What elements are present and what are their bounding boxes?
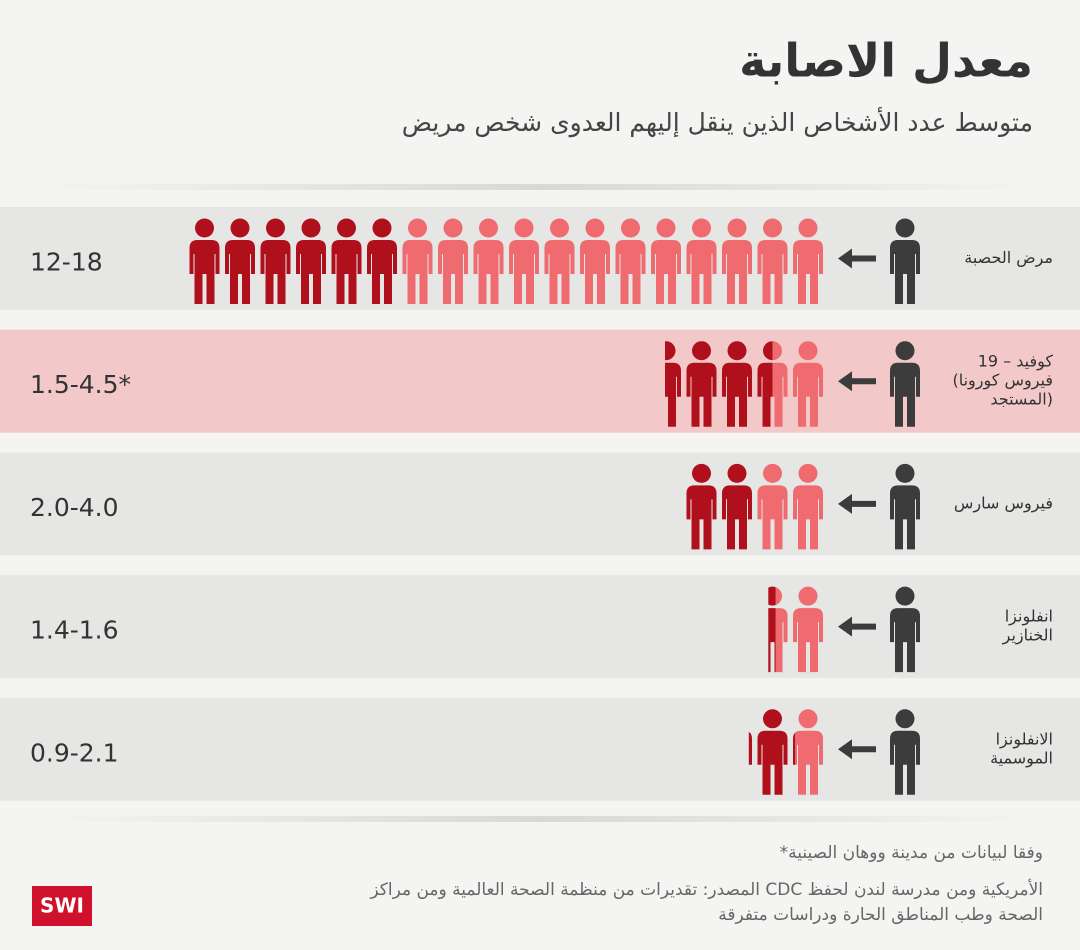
infected-low [775,587,788,673]
source-person [890,218,920,304]
infected-high [686,463,717,550]
row-label: الخنازير [1002,626,1053,646]
infected-high [686,341,717,427]
infected-low [651,218,681,304]
infected-high [757,341,773,427]
source-person [890,341,920,427]
infected-low [793,218,823,304]
arrow [838,739,876,760]
infected-high [793,732,796,765]
footnote: *وفقا لبيانات من مدينة ووهان الصينية [780,843,1043,863]
infected-low [793,463,823,550]
infected-high [225,218,255,304]
arrow [838,493,876,514]
row-label: كوفيد – 19 [978,352,1054,372]
range-label: 1.4-1.6 [30,616,119,645]
infected-low [793,341,823,427]
range-label: 1.5-4.5* [30,370,131,399]
title: معدل الاصابة [739,34,1033,88]
logo [32,886,92,926]
infected-low [544,218,575,304]
range-label: 0.9-2.1 [30,738,119,767]
divider [40,816,1040,822]
subtitle: متوسط عدد الأشخاص الذين ينقل إليهم العدو… [402,106,1033,138]
infected-low [438,218,468,304]
infected-low [615,218,646,304]
infected-high [748,731,752,765]
infected-high [367,218,397,304]
infected-low [795,709,823,795]
infected-high [665,341,681,427]
infected-low [722,218,752,304]
arrow [838,371,876,392]
row-label: الانفلونزا [996,729,1053,749]
infected-low [793,586,823,673]
row-label: (فيروس كورونا [952,371,1053,391]
arrow [838,616,876,637]
range-label: 12-18 [30,248,103,277]
source: الصحة وطب المناطق الحارة ودراسات متفرقة [718,905,1043,925]
row-label: الموسمية [990,748,1053,768]
infected-high [296,218,326,304]
infected-low [580,218,610,304]
arrow [838,248,876,269]
infected-high [722,341,752,427]
divider [40,184,1040,190]
row-label: فيروس سارس [954,493,1053,513]
infected-low [509,218,539,304]
infected-high [331,218,362,304]
infected-low [402,218,433,304]
infected-low [757,463,788,550]
infected-low [757,218,788,304]
source-person [890,709,920,795]
infected-low [686,218,717,304]
logo-text: SWI [40,894,84,918]
infected-high [768,586,776,673]
infected-high [722,463,752,550]
infected-low [473,218,504,304]
row-label: المستجد) [990,390,1053,409]
source-person [890,586,920,673]
row-label: مرض الحصبة [964,248,1053,268]
infected-high [260,218,291,304]
source: المصدر: تقديرات من منظمة الصحة العالمية … [369,879,1043,900]
range-label: 2.0-4.0 [30,493,119,522]
infected-high [757,709,788,795]
row-label: انفلونزا [1005,607,1053,627]
infected-low [772,341,788,427]
source-person [890,463,920,550]
infected-high [189,218,220,304]
